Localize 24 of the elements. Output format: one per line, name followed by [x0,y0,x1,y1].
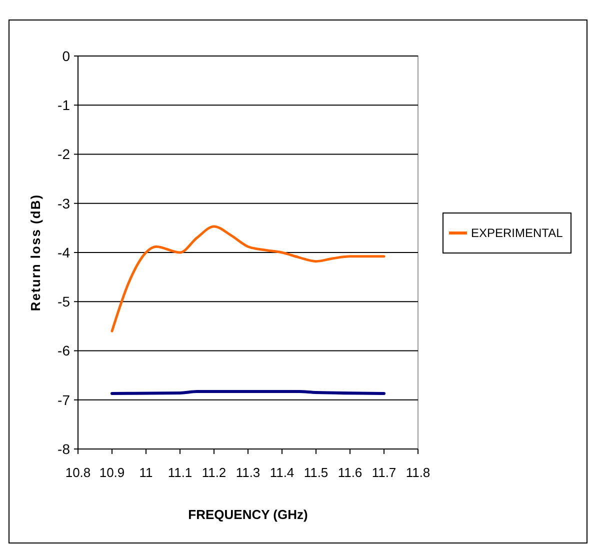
x-tick-label: 11 [139,465,153,480]
y-tick-label: 0 [62,48,70,64]
y-tick-label: -5 [58,294,70,310]
x-tick-label: 10.9 [99,465,125,480]
legend-label: EXPERIMENTAL [471,226,564,240]
y-tick-label: -2 [58,146,70,162]
x-tick-label: 11.7 [372,465,396,480]
y-axis-title: Return loss (dB) [28,194,43,312]
x-tick-label: 11.2 [202,465,226,480]
x-tick-label: 11.4 [270,465,294,480]
y-tick-label: -7 [58,392,70,408]
y-tick-label: -6 [58,342,70,359]
y-tick-label: -8 [58,440,70,457]
x-tick-label: 11.3 [236,465,260,480]
x-tick-label: 11.5 [304,465,328,480]
y-tick-label: -4 [58,244,70,260]
x-tick-label: 10.8 [65,465,91,480]
x-tick-label: 11.1 [168,465,192,480]
x-tick-label: 11.6 [338,465,362,480]
line-series [110,225,386,332]
y-tick-label: -1 [58,97,70,114]
x-axis-title: FREQUENCY (GHz) [188,507,308,522]
x-tick-label: 11.8 [406,465,430,480]
y-tick-label: -3 [58,195,70,212]
